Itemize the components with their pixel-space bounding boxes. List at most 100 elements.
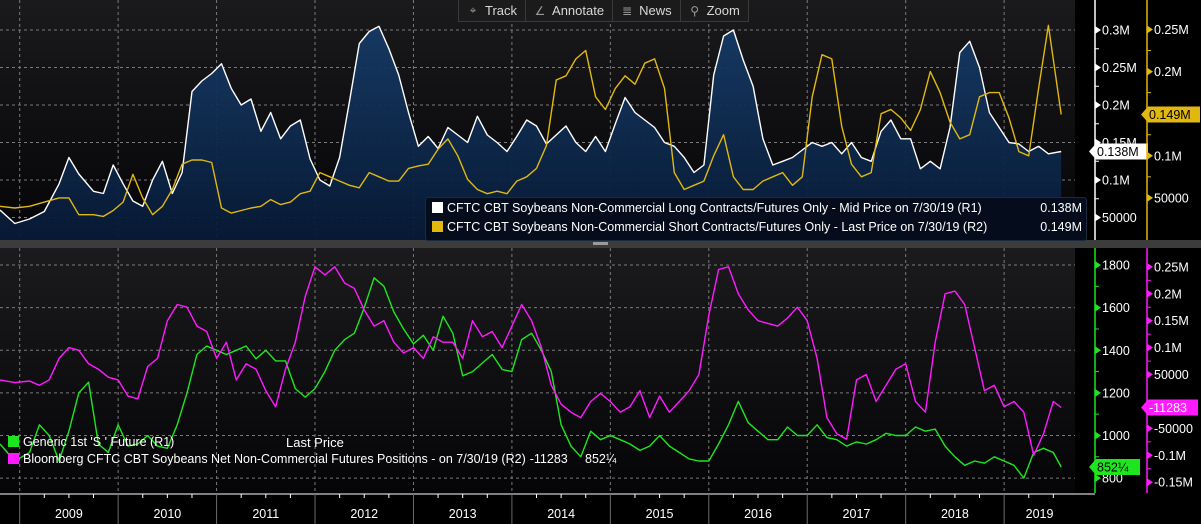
axes: 50000 0.1M 0.15M 0.2M 0.25M 0.3M 0.138M 50000 0.… bbox=[1089, 0, 1200, 493]
tick-marker bbox=[1147, 478, 1153, 487]
year-label: 2019 bbox=[1026, 507, 1054, 521]
tick-marker bbox=[1147, 370, 1153, 379]
legend-label-short: CFTC CBT Soybeans Non-Commercial Short C… bbox=[447, 219, 988, 234]
zoom-button[interactable]: ⚲ Zoom bbox=[681, 0, 748, 21]
crosshair-icon: ⌖ bbox=[469, 3, 477, 17]
track-button[interactable]: ⌖ Track bbox=[459, 0, 527, 21]
legend-label-net: Bloomberg CFTC CBT Soybeans Net Non-Comm… bbox=[23, 451, 526, 466]
tick-marker bbox=[1147, 25, 1153, 34]
pencil-icon: ∠ bbox=[534, 3, 546, 18]
legend-row-long[interactable]: CFTC CBT Soybeans Non-Commercial Long Co… bbox=[426, 198, 1086, 217]
tick-label-r2: 0.2M bbox=[1154, 287, 1182, 301]
tick-marker bbox=[1147, 193, 1153, 202]
last-value-label-r1: 852¼ bbox=[1097, 460, 1129, 474]
tick-marker bbox=[1147, 424, 1153, 433]
year-label: 2011 bbox=[252, 507, 279, 521]
tick-label-r1: 0.25M bbox=[1102, 61, 1137, 75]
tick-marker bbox=[1147, 67, 1153, 76]
legend-value-long: 0.138M bbox=[1040, 200, 1082, 215]
news-label: News bbox=[639, 3, 672, 18]
tick-label-r1: 1000 bbox=[1102, 429, 1130, 443]
tick-label-r1: 0.1M bbox=[1102, 174, 1130, 188]
tick-marker bbox=[1095, 303, 1101, 312]
year-label: 2017 bbox=[843, 507, 871, 521]
year-label: 2012 bbox=[350, 507, 378, 521]
tick-marker bbox=[1147, 289, 1153, 298]
magnifier-icon: ⚲ bbox=[690, 3, 699, 18]
tick-label-r1: 0.3M bbox=[1102, 24, 1130, 38]
tick-marker bbox=[1095, 474, 1101, 483]
divider-handle[interactable] bbox=[593, 242, 608, 245]
tick-label-r1: 1600 bbox=[1102, 301, 1130, 315]
tick-marker bbox=[1147, 262, 1153, 271]
legend-label-long: CFTC CBT Soybeans Non-Commercial Long Co… bbox=[447, 200, 982, 215]
legend-swatch-long bbox=[432, 202, 443, 213]
series-line-long-contracts[interactable] bbox=[0, 25, 1062, 225]
legend-row-price[interactable]: Generic 1st 'S ' Future (R1) bbox=[8, 433, 628, 450]
tick-label-r1: 1400 bbox=[1102, 344, 1130, 358]
year-label: 2015 bbox=[646, 507, 674, 521]
series-area-long-contracts bbox=[0, 26, 1062, 240]
legend-value-net: -11283 bbox=[529, 451, 568, 466]
tick-marker bbox=[1095, 213, 1101, 222]
tick-marker bbox=[1095, 26, 1101, 34]
tick-marker bbox=[1095, 261, 1101, 270]
tick-label-r2: -0.1M bbox=[1154, 449, 1186, 463]
series-line-short-contracts[interactable] bbox=[0, 24, 1062, 218]
year-label: 2016 bbox=[744, 507, 772, 521]
bottom-legend: Generic 1st 'S ' Future (R1) Bloomberg C… bbox=[8, 433, 628, 467]
tick-label-r2: 0.1M bbox=[1154, 149, 1182, 163]
zoom-label: Zoom bbox=[706, 3, 740, 18]
series-line-generic-future-price[interactable] bbox=[0, 277, 1062, 479]
legend-row-short[interactable]: CFTC CBT Soybeans Non-Commercial Short C… bbox=[426, 217, 1086, 236]
tick-label-r2: 50000 bbox=[1154, 368, 1189, 382]
annotate-button[interactable]: ∠ Annotate bbox=[526, 0, 614, 21]
tick-marker bbox=[1147, 151, 1153, 160]
last-value-label-r2: -11283 bbox=[1149, 401, 1187, 415]
tick-label-r2: -50000 bbox=[1154, 422, 1193, 436]
chart-toolbar: ⌖ Track ∠ Annotate ≣ News ⚲ Zoom bbox=[458, 0, 749, 22]
year-label: 2013 bbox=[449, 507, 477, 521]
x-axis-band bbox=[0, 493, 1201, 524]
legend-swatch-net bbox=[8, 453, 19, 464]
legend-value-price: 852¼ bbox=[585, 452, 617, 466]
bottom-panel-background bbox=[0, 248, 1075, 493]
tick-label-r1: 800 bbox=[1102, 472, 1123, 486]
tick-label-r2: 0.25M bbox=[1154, 260, 1189, 274]
news-button[interactable]: ≣ News bbox=[613, 0, 681, 21]
tick-marker bbox=[1095, 101, 1101, 109]
tick-label-r1: 50000 bbox=[1102, 211, 1137, 225]
bottom-series bbox=[0, 266, 1062, 479]
tick-marker bbox=[1095, 388, 1101, 397]
year-label: 2018 bbox=[941, 507, 969, 521]
tick-marker bbox=[1147, 316, 1153, 325]
year-label: 2010 bbox=[153, 507, 181, 521]
tick-marker bbox=[1095, 346, 1101, 355]
annotate-label: Annotate bbox=[552, 3, 605, 18]
tick-label-r2: 0.25M bbox=[1154, 23, 1189, 37]
tick-label-r1: 1200 bbox=[1102, 386, 1130, 400]
legend-swatch-short bbox=[432, 221, 443, 232]
tick-label-r1: 1800 bbox=[1102, 259, 1130, 273]
tick-label-r2: 0.2M bbox=[1154, 65, 1182, 79]
tick-marker bbox=[1095, 176, 1101, 184]
legend-header-last-price: Last Price bbox=[286, 435, 344, 450]
x-axis: 2009 2010 2011 2012 2013 2014 2015 2016 2017 2018… bbox=[0, 493, 1201, 524]
legend-row-net[interactable]: Bloomberg CFTC CBT Soybeans Net Non-Comm… bbox=[8, 450, 628, 467]
last-value-flag-r2 bbox=[1141, 399, 1198, 416]
legend-label-price: Generic 1st 'S ' Future (R1) bbox=[23, 434, 175, 449]
legend-value-short: 0.149M bbox=[1040, 219, 1082, 234]
tick-marker bbox=[1147, 451, 1153, 460]
news-icon: ≣ bbox=[622, 3, 633, 18]
tick-label-r2: 50000 bbox=[1154, 191, 1189, 205]
tick-label-r2: -0.15M bbox=[1154, 476, 1193, 490]
top-legend: CFTC CBT Soybeans Non-Commercial Long Co… bbox=[425, 197, 1087, 241]
tick-marker bbox=[1095, 431, 1101, 440]
last-value-flag-r2 bbox=[1141, 106, 1200, 123]
series-line-net-positions[interactable] bbox=[0, 266, 1062, 456]
tick-label-r2: 0.1M bbox=[1154, 341, 1182, 355]
last-value-label-r2: 0.149M bbox=[1149, 108, 1191, 122]
track-label: Track bbox=[485, 3, 518, 18]
tick-label-r2: 0.15M bbox=[1154, 314, 1189, 328]
